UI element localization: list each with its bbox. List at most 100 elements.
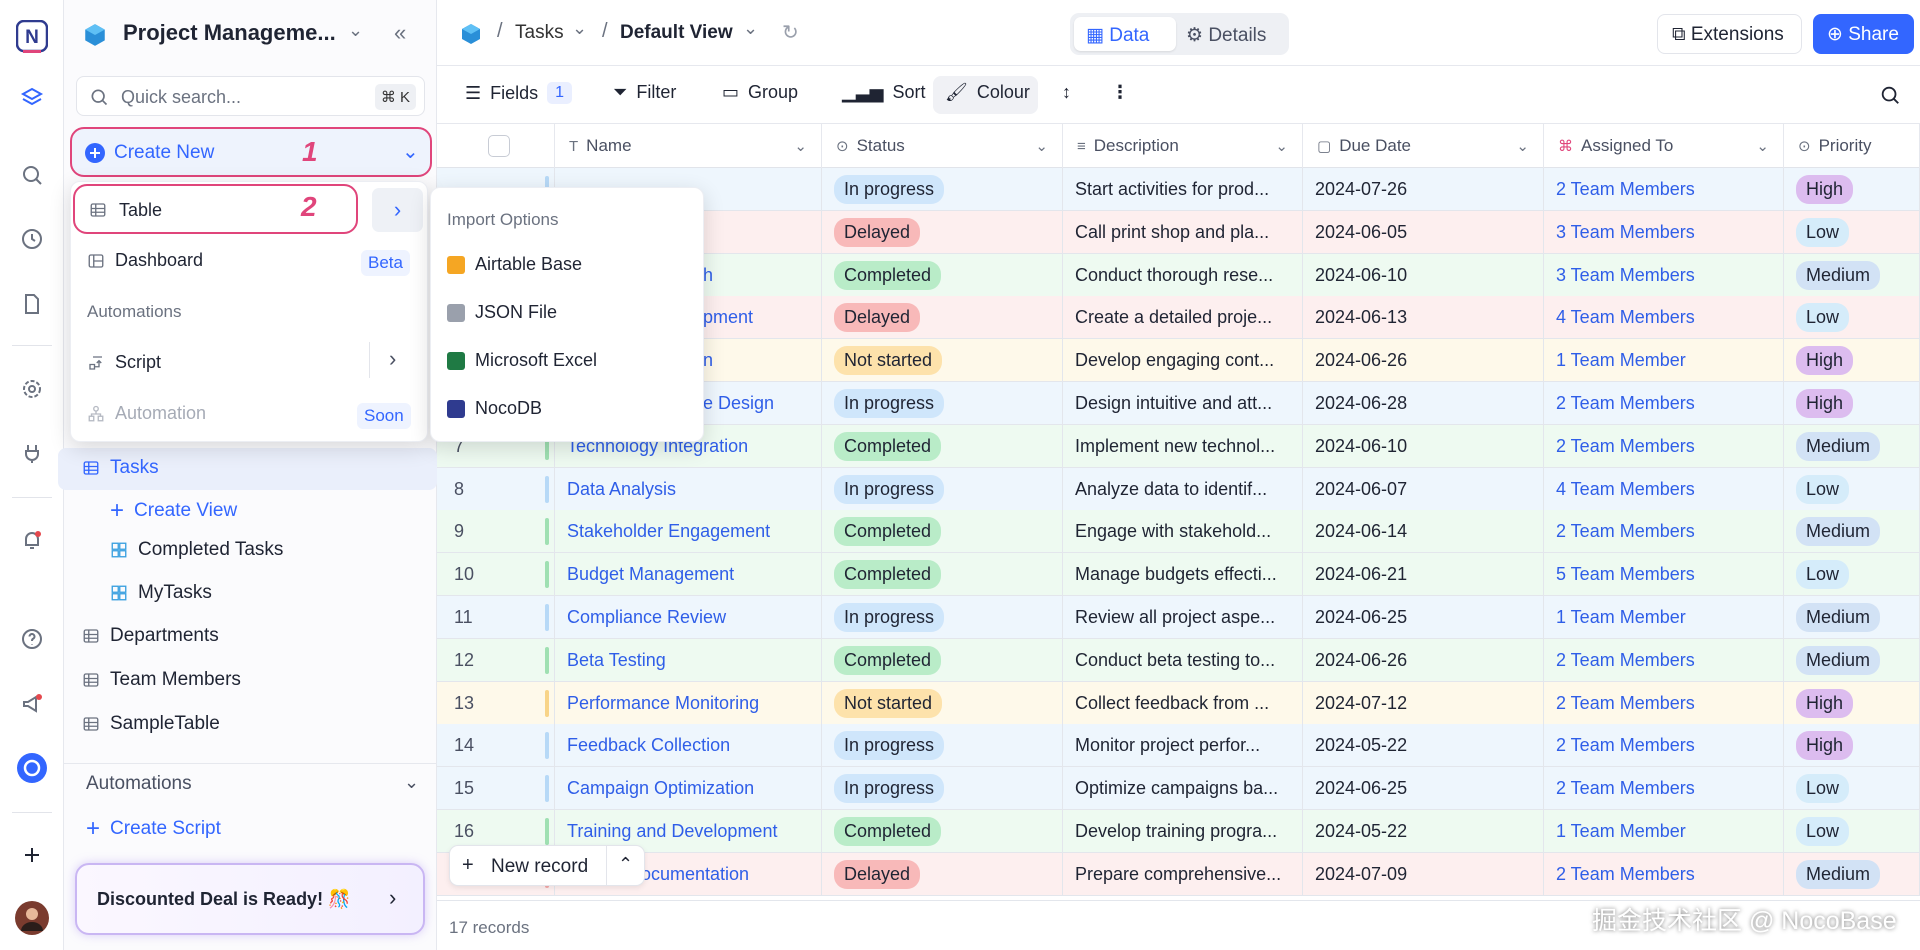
share-button[interactable]: ⊕ Share (1813, 14, 1914, 54)
column-header[interactable]: ≡ Description ⌄ (1063, 124, 1303, 168)
assigned-link[interactable]: 2 Team Members (1556, 692, 1695, 713)
assigned-link[interactable]: 4 Team Members (1556, 307, 1695, 328)
table-item[interactable]: Departments (82, 625, 219, 647)
column-header[interactable]: ⌘ Assigned To ⌄ (1544, 124, 1784, 168)
breadcrumb-view[interactable]: Default View (620, 22, 733, 43)
assigned-link[interactable]: 3 Team Members (1556, 221, 1695, 242)
table-option[interactable]: Table 2 (73, 184, 358, 234)
import-option[interactable]: JSON File (447, 302, 557, 323)
automations-chevron[interactable]: ⌄ (404, 772, 420, 792)
group-button[interactable]: ▭ Group (722, 82, 799, 102)
assigned-link[interactable]: 2 Team Members (1556, 735, 1695, 756)
filter-button[interactable]: ⏷ Filter (613, 82, 677, 102)
expand-arrow[interactable]: ⌃ (618, 854, 634, 874)
record-name[interactable]: ocumentation (641, 863, 750, 884)
automations-section[interactable]: Automations (86, 773, 192, 795)
record-name[interactable]: Compliance Review (567, 607, 727, 627)
record-name[interactable]: n (703, 350, 714, 371)
assigned-link[interactable]: 4 Team Members (1556, 478, 1695, 499)
notifications-icon[interactable] (20, 528, 44, 552)
record-name[interactable]: Campaign Optimization (567, 778, 755, 799)
assigned-link[interactable]: 2 Team Members (1556, 778, 1695, 799)
table-row[interactable]: 9 Stakeholder Engagement Completed Engage w… (437, 510, 1920, 554)
column-header[interactable]: ⊙ Priority (1784, 124, 1920, 168)
table-row[interactable]: 8 Data Analysis In progress Analyze data to… (437, 467, 1920, 511)
assigned-link[interactable]: 2 Team Members (1556, 435, 1695, 456)
column-menu[interactable]: ⌄ (794, 138, 807, 155)
search-records[interactable] (1879, 84, 1901, 106)
record-name[interactable]: Feedback Collection (567, 735, 731, 756)
assigned-link[interactable]: 1 Team Member (1556, 821, 1686, 841)
tab-details[interactable]: ⚙ Details (1186, 25, 1267, 46)
avatar[interactable] (14, 900, 50, 936)
promo-banner[interactable]: Discounted Deal is Ready! 🎊 › (75, 863, 425, 935)
table-item[interactable]: Team Members (82, 669, 241, 691)
table-item[interactable]: SampleTable (82, 713, 220, 735)
quick-search[interactable]: Quick search... ⌘ K (76, 76, 425, 116)
table-row[interactable]: 11 Compliance Review In progress Review all… (437, 596, 1920, 639)
column-menu[interactable]: ⌄ (1756, 138, 1769, 155)
integrations-icon[interactable] (20, 441, 44, 465)
table-row[interactable]: 7 Technology Integration Completed Implemen… (437, 424, 1920, 468)
record-name[interactable]: Performance Monitoring (567, 692, 760, 713)
column-header[interactable]: ▢ Due Date ⌄ (1303, 124, 1544, 168)
settings-icon[interactable] (20, 377, 44, 401)
table-item[interactable]: Tasks (82, 457, 159, 479)
script-arrow[interactable]: › (389, 346, 397, 371)
import-option[interactable]: Microsoft Excel (447, 350, 597, 371)
more-button[interactable]: ⋮ (1111, 82, 1129, 102)
announcements-icon[interactable] (20, 692, 44, 716)
table-submenu-arrow[interactable]: › (372, 188, 423, 232)
import-option[interactable]: Airtable Base (447, 254, 582, 275)
recent-icon[interactable] (20, 227, 44, 251)
column-menu[interactable]: ⌄ (1516, 138, 1529, 155)
table-row[interactable]: 14 Feedback Collection In progress Monitor … (437, 724, 1920, 768)
record-name[interactable]: Data Analysis (567, 478, 677, 499)
column-header[interactable]: ⊙ Status ⌄ (822, 124, 1063, 168)
record-name[interactable]: Budget Management (567, 564, 735, 585)
table-row[interactable]: 12 Beta Testing Completed Conduct beta test… (437, 638, 1920, 682)
column-header[interactable]: T Name ⌄ (555, 124, 822, 168)
colour-button[interactable]: 🖌 Colour (945, 82, 1030, 102)
view-item[interactable]: MyTasks (110, 582, 212, 604)
assigned-link[interactable]: 2 Team Members (1556, 393, 1695, 413)
dashboard-option[interactable]: Dashboard (87, 250, 203, 271)
table-row[interactable]: 15 Campaign Optimization In progress Optimi… (437, 767, 1920, 811)
view-item[interactable]: Completed Tasks (110, 539, 283, 561)
table-row[interactable]: 13 Performance Monitoring Not started Colle… (437, 681, 1920, 725)
help-icon[interactable] (20, 627, 44, 651)
record-name[interactable]: pment (703, 307, 754, 328)
assigned-link[interactable]: 2 Team Members (1556, 521, 1695, 542)
chevron[interactable]: ⌄ (572, 18, 588, 38)
assigned-link[interactable]: 2 Team Members (1556, 649, 1695, 670)
import-option[interactable]: NocoDB (447, 398, 542, 419)
table-row[interactable]: 16 Training and Development Completed Devel… (437, 810, 1920, 853)
record-name[interactable]: Stakeholder Engagement (567, 521, 771, 542)
breadcrumb-table[interactable]: Tasks (515, 22, 564, 43)
script-option[interactable]: Script (87, 352, 161, 373)
record-name[interactable]: Training and Development (567, 821, 778, 841)
chat-icon[interactable] (16, 752, 48, 784)
tab-data[interactable]: ▦ Data (1086, 25, 1150, 46)
create-new-button[interactable]: Create New 1 ⌄ (70, 127, 432, 177)
sort-button[interactable]: ▁▃▅ Sort (842, 82, 926, 102)
extensions-button[interactable]: ⧉ Extensions (1657, 14, 1802, 54)
column-menu[interactable]: ⌄ (1035, 138, 1048, 155)
select-all-checkbox[interactable] (488, 135, 510, 157)
assigned-link[interactable]: 2 Team Members (1556, 863, 1695, 884)
record-name[interactable]: e Design (703, 393, 775, 413)
docs-icon[interactable] (20, 292, 44, 316)
project-chevron[interactable]: ⌄ (348, 20, 364, 40)
assigned-link[interactable]: 2 Team Members (1556, 179, 1695, 199)
project-name[interactable]: Project Manageme... (123, 20, 336, 45)
new-record-button[interactable]: + New record ⌃ (449, 845, 645, 886)
assigned-link[interactable]: 1 Team Member (1556, 350, 1686, 371)
chevron[interactable]: ⌄ (743, 18, 759, 38)
table-row[interactable]: 10 Budget Management Completed Manage budge… (437, 553, 1920, 597)
fields-button[interactable]: ☰ Fields 1 (465, 82, 573, 104)
add-icon[interactable] (20, 843, 44, 867)
reload[interactable]: ↻ (782, 22, 799, 44)
create-view[interactable]: + Create View (110, 497, 237, 525)
record-name[interactable]: h (703, 264, 714, 285)
assigned-link[interactable]: 5 Team Members (1556, 564, 1695, 585)
